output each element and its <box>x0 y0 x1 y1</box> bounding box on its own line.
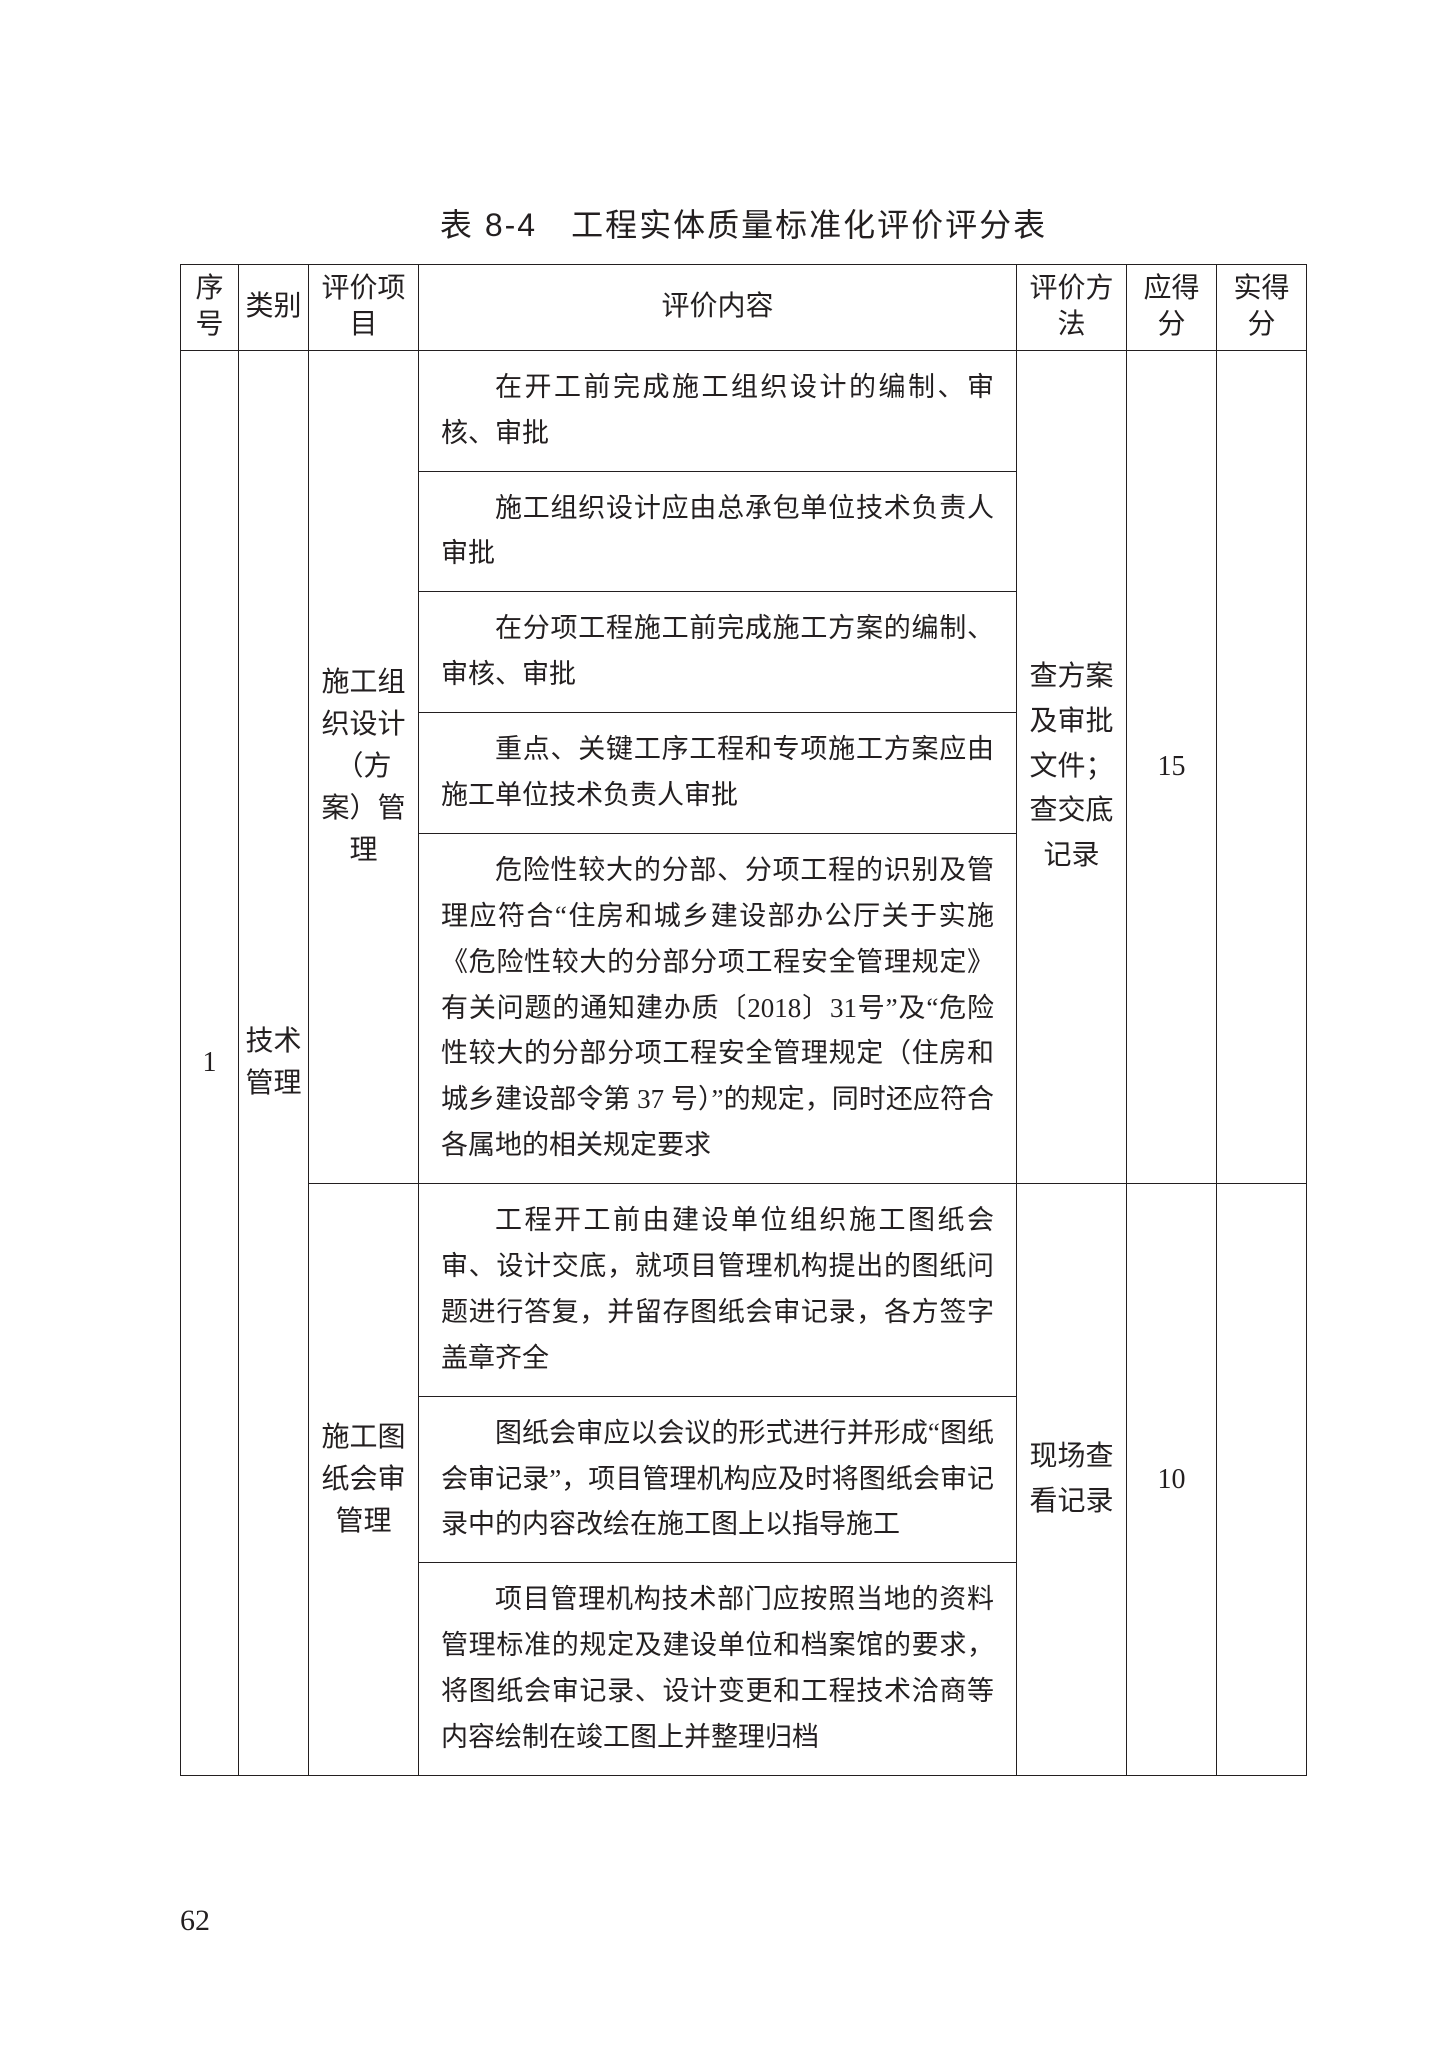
col-item: 评价项目 <box>309 265 419 351</box>
table-header-row: 序号 类别 评价项目 评价内容 评价方法 应得分 实得分 <box>181 265 1307 351</box>
cell-content: 项目管理机构技术部门应按照当地的资料管理标准的规定及建设单位和档案馆的要求，将图… <box>419 1563 1017 1776</box>
col-seq: 序号 <box>181 265 239 351</box>
page: 表 8-4 工程实体质量标准化评价评分表 序号 类别 评价项目 评价内容 评价方… <box>0 0 1447 2048</box>
cell-actual-1 <box>1217 350 1307 1183</box>
cell-item-1: 施工组织设计（方案）管理 <box>309 350 419 1183</box>
col-should: 应得分 <box>1127 265 1217 351</box>
cell-seq: 1 <box>181 350 239 1775</box>
cell-content: 图纸会审应以会议的形式进行并形成“图纸会审记录”，项目管理机构应及时将图纸会审记… <box>419 1396 1017 1563</box>
cell-content: 危险性较大的分部、分项工程的识别及管理应符合“住房和城乡建设部办公厅关于实施《危… <box>419 833 1017 1183</box>
cell-method-1: 查方案及审批文件；查交底记录 <box>1017 350 1127 1183</box>
cell-category: 技术管理 <box>239 350 309 1775</box>
table-row: 1 技术管理 施工组织设计（方案）管理 在开工前完成施工组织设计的编制、审核、审… <box>181 350 1307 471</box>
table-title: 表 8-4 工程实体质量标准化评价评分表 <box>180 200 1307 246</box>
cell-method-2: 现场查看记录 <box>1017 1184 1127 1776</box>
cell-content: 在开工前完成施工组织设计的编制、审核、审批 <box>419 350 1017 471</box>
cell-content: 重点、关键工序工程和专项施工方案应由施工单位技术负责人审批 <box>419 713 1017 834</box>
col-method: 评价方法 <box>1017 265 1127 351</box>
cell-should-1: 15 <box>1127 350 1217 1183</box>
page-number: 62 <box>180 1904 210 1938</box>
cell-item-2: 施工图纸会审管理 <box>309 1184 419 1776</box>
cell-content: 施工组织设计应由总承包单位技术负责人审批 <box>419 471 1017 592</box>
col-content: 评价内容 <box>419 265 1017 351</box>
cell-content: 在分项工程施工前完成施工方案的编制、审核、审批 <box>419 592 1017 713</box>
cell-actual-2 <box>1217 1184 1307 1776</box>
cell-content: 工程开工前由建设单位组织施工图纸会审、设计交底，就项目管理机构提出的图纸问题进行… <box>419 1184 1017 1397</box>
scoring-table: 序号 类别 评价项目 评价内容 评价方法 应得分 实得分 1 技术管理 施工组织… <box>180 264 1307 1776</box>
col-category: 类别 <box>239 265 309 351</box>
col-actual: 实得分 <box>1217 265 1307 351</box>
table-row: 施工图纸会审管理 工程开工前由建设单位组织施工图纸会审、设计交底，就项目管理机构… <box>181 1184 1307 1397</box>
cell-should-2: 10 <box>1127 1184 1217 1776</box>
